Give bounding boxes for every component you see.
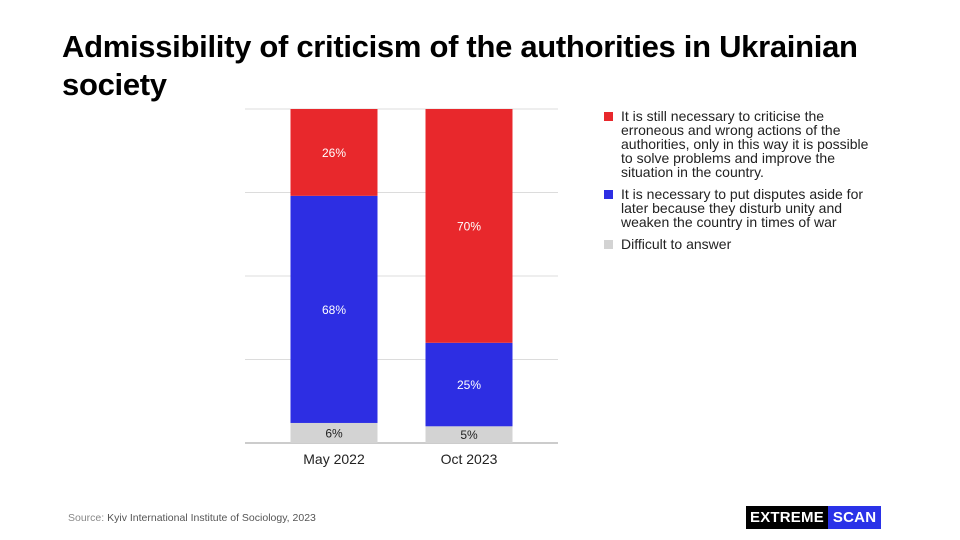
legend-item: It is necessary to put disputes aside fo… [604,187,874,229]
source-label: Source: [68,512,105,524]
data-label: 5% [460,428,478,442]
data-label: 26% [322,146,346,160]
logo-part-extreme: EXTREME [746,506,828,529]
brand-logo: EXTREME SCAN [746,506,882,529]
bar-segment [290,109,378,196]
data-label: 6% [325,426,343,440]
legend-label: Difficult to answer [621,236,732,252]
source-text: Kyiv International Institute of Sociolog… [107,512,316,524]
bar-segment [425,109,513,343]
logo-part-scan: SCAN [827,506,882,529]
chart-title: Admissibility of criticism of the author… [62,29,858,102]
bar-segment [425,342,513,427]
data-label: 70% [457,219,481,233]
data-label: 25% [457,378,481,392]
bar-segment [290,195,378,423]
x-tick-label: May 2022 [303,451,365,467]
bar-segment [425,426,513,443]
legend-item: It is still necessary to criticise the e… [604,109,874,179]
legend-item: Difficult to answer [604,237,874,251]
data-label: 68% [322,303,346,317]
x-tick-label: Oct 2023 [441,451,498,467]
legend-swatch [604,190,613,199]
legend-swatch [604,240,613,249]
legend-label: It is necessary to put disputes aside fo… [621,186,864,230]
chart-legend: It is still necessary to criticise the e… [604,109,874,259]
legend-swatch [604,112,613,121]
legend-label: It is still necessary to criticise the e… [621,108,869,180]
source-note: Source: Kyiv International Institute of … [68,512,316,524]
bar-segment [290,422,378,443]
